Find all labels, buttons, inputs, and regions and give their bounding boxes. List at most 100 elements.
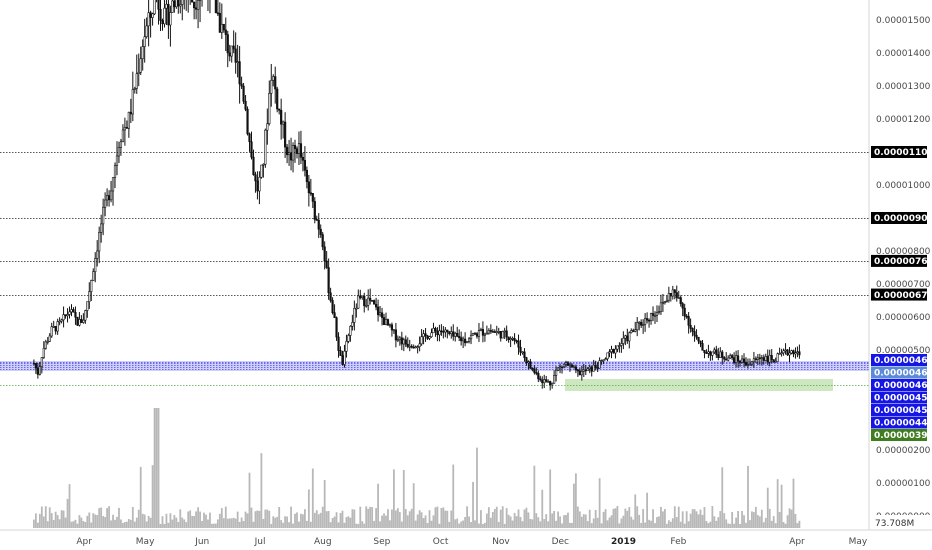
price-tag-label: 0.00000900 — [874, 214, 932, 224]
candle-body — [297, 143, 301, 154]
price-tag-label: 0.00000443 — [874, 419, 932, 429]
candle-body — [94, 258, 97, 273]
volume-bar — [266, 509, 269, 528]
candle-body — [562, 363, 566, 368]
price-tag-box — [871, 416, 927, 429]
candle-body — [264, 129, 267, 165]
volume-bar — [737, 511, 739, 528]
candle-body — [697, 336, 700, 342]
candle-body — [733, 357, 736, 363]
volume-bar — [768, 508, 771, 528]
volume-bar — [675, 517, 678, 528]
candle-body — [175, 0, 178, 8]
volume-bar — [438, 523, 441, 528]
candle-body — [531, 367, 534, 370]
volume-bar — [681, 511, 684, 528]
volume-bar — [476, 447, 478, 528]
volume-bar — [592, 518, 595, 528]
candle-body — [309, 192, 312, 195]
price-axis[interactable]: 0.00001500 0.00001400 0.00001300 0.00001200… — [876, 16, 931, 522]
volume-bar — [671, 518, 674, 528]
volume-bar — [199, 511, 201, 528]
volume-bar — [292, 523, 294, 528]
candle-body — [260, 164, 263, 178]
volume-bar — [315, 510, 318, 528]
volume-bar — [446, 510, 449, 528]
candle-body — [644, 318, 647, 325]
volume-bar — [792, 478, 795, 528]
volume-bar — [434, 507, 437, 528]
volume-bar — [201, 520, 203, 528]
candle-body — [610, 349, 613, 352]
candle-body — [521, 351, 524, 354]
candle-body — [278, 108, 281, 111]
candle-body — [109, 190, 113, 201]
volume-bar — [252, 521, 255, 528]
price-tag: 0.00000670 — [871, 288, 932, 301]
volume-bar — [381, 515, 383, 528]
volume-bar — [557, 511, 559, 528]
volume-bar — [120, 519, 122, 528]
volume-bar — [207, 519, 209, 528]
price-tag-box — [871, 391, 927, 404]
volume-bar — [343, 522, 346, 528]
volume-bar — [307, 489, 310, 528]
candle-body — [600, 360, 603, 362]
volume-bar — [175, 517, 178, 528]
y-tick-label: 0.00001400 — [876, 49, 931, 59]
candle-body — [369, 297, 372, 301]
volume-bar — [337, 522, 340, 528]
volume-bar — [638, 514, 641, 528]
candle-body — [717, 354, 720, 358]
volume-bar — [256, 510, 259, 528]
candle-body — [448, 331, 451, 334]
candle-body — [420, 336, 423, 345]
volume-bar — [618, 523, 621, 528]
volume-bar — [214, 523, 217, 528]
candle-body — [501, 331, 504, 339]
volume-bar — [371, 507, 374, 528]
candle-body — [606, 352, 609, 360]
volume-bar — [54, 511, 57, 528]
volume-bar — [296, 512, 298, 528]
candle-body — [798, 351, 801, 356]
candle-body — [125, 127, 128, 129]
volume-bar — [56, 515, 59, 528]
volume-bar — [302, 514, 304, 528]
volume-bar — [758, 516, 761, 528]
candle-body — [772, 359, 775, 363]
volume-bar — [749, 520, 751, 528]
price-tag-box — [871, 354, 927, 366]
candle-body — [121, 129, 125, 143]
volume-bar — [751, 511, 753, 528]
volume-bar — [754, 506, 757, 528]
volume-bar — [72, 521, 75, 528]
candle-body — [169, 12, 172, 26]
volume-bar — [426, 523, 429, 528]
candle-body — [584, 369, 587, 372]
volume-bar — [349, 517, 352, 528]
volume-bar — [573, 483, 575, 528]
volume-bar — [497, 521, 500, 528]
candle-body — [270, 79, 273, 94]
candle-body — [624, 335, 627, 339]
volume-bar — [112, 514, 114, 528]
volume-bar — [482, 523, 484, 528]
candle-body — [262, 163, 265, 166]
volume-bar — [129, 519, 132, 528]
candle-body — [645, 318, 649, 321]
candle-body — [179, 4, 182, 7]
volume-bar — [400, 521, 403, 528]
candle-body — [367, 297, 370, 306]
volume-bar — [274, 517, 277, 528]
candle-body — [382, 317, 386, 325]
time-axis[interactable]: Apr May Jun Jul Aug Sep Oct Nov Dec 2019 Feb Apr May — [76, 537, 867, 547]
volume-bar — [420, 512, 423, 528]
volume-bar — [632, 519, 635, 528]
volume-bar — [347, 516, 350, 528]
candle-body — [143, 36, 146, 47]
candle-body — [115, 155, 119, 166]
volume-bar — [444, 510, 447, 528]
candle-body — [224, 29, 227, 35]
